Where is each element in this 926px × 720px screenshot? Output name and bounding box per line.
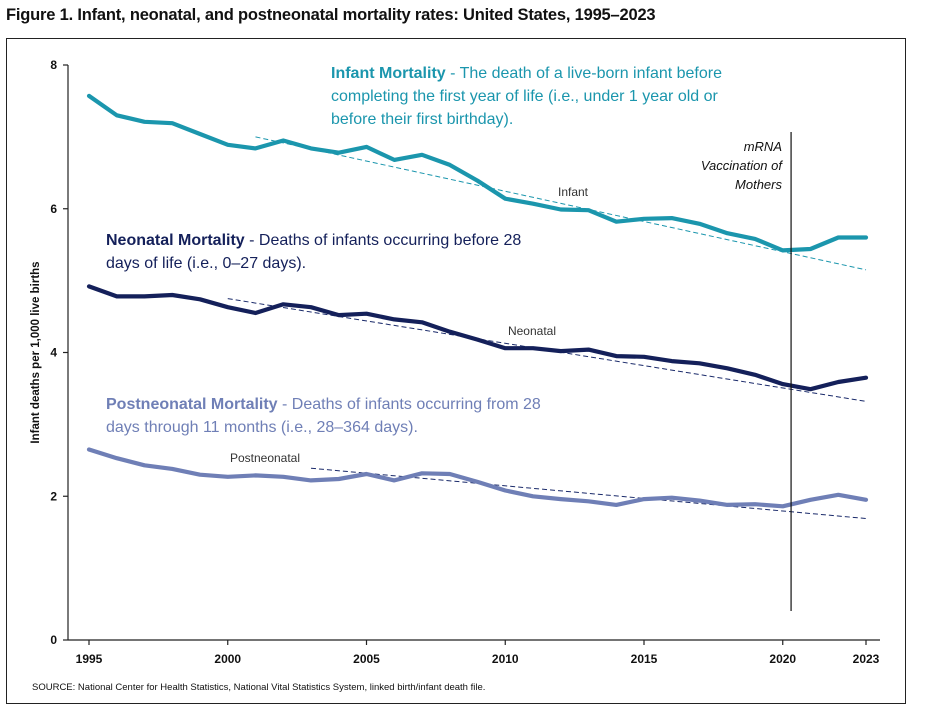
infant-annotation-heading: Infant Mortality bbox=[331, 65, 446, 82]
neonatal-annotation: Neonatal Mortality - Deaths of infants o… bbox=[106, 229, 526, 275]
vaccination-annotation: mRNA Vaccination of Mothers bbox=[666, 137, 782, 194]
vaccination-line-1: mRNA bbox=[743, 139, 782, 154]
figure-title: Figure 1. Infant, neonatal, and postneon… bbox=[6, 6, 656, 24]
postneonatal-annotation: Postneonatal Mortality - Deaths of infan… bbox=[106, 393, 576, 439]
x-tick-label: 2005 bbox=[353, 652, 380, 666]
x-tick-label: 2010 bbox=[492, 652, 519, 666]
postneonatal-trend-line bbox=[310, 467, 867, 520]
neonatal-series-label: Neonatal bbox=[508, 324, 556, 338]
infant-annotation-text: - The death of a live-born infant before… bbox=[331, 65, 722, 128]
x-tick-label: 2015 bbox=[631, 652, 658, 666]
infant-series-line bbox=[86, 93, 869, 253]
vaccination-line-2: Vaccination of bbox=[700, 158, 782, 173]
x-tick-label: 1995 bbox=[76, 652, 103, 666]
infant-trend-line bbox=[255, 136, 867, 271]
x-tick-label: 2000 bbox=[214, 652, 241, 666]
y-tick-label: 2 bbox=[50, 489, 57, 503]
y-tick-label: 4 bbox=[50, 346, 57, 360]
neonatal-annotation-heading: Neonatal Mortality bbox=[106, 232, 245, 249]
postneonatal-annotation-heading: Postneonatal Mortality bbox=[106, 396, 278, 413]
x-tick-label: 2020 bbox=[769, 652, 796, 666]
source-note: SOURCE: National Center for Health Stati… bbox=[32, 682, 486, 693]
postneonatal-series-line bbox=[86, 447, 869, 509]
postneonatal-annotation-text: - Deaths of infants occurring from 28 da… bbox=[106, 396, 541, 436]
neonatal-series-line bbox=[86, 284, 869, 392]
y-tick-label: 0 bbox=[50, 633, 57, 647]
neonatal-annotation-text: - Deaths of infants occurring before 28 … bbox=[106, 232, 522, 272]
y-tick-label: 6 bbox=[50, 202, 57, 216]
y-tick-label: 8 bbox=[50, 58, 57, 72]
infant-annotation: Infant Mortality - The death of a live-b… bbox=[331, 62, 751, 131]
infant-series-label: Infant bbox=[558, 185, 589, 199]
vaccination-line-3: Mothers bbox=[735, 177, 782, 192]
chart-frame bbox=[6, 38, 906, 704]
postneonatal-series-label: Postneonatal bbox=[230, 451, 300, 465]
y-axis-title: Infant deaths per 1,000 live births bbox=[30, 261, 42, 443]
x-tick-label: 2023 bbox=[853, 652, 880, 666]
